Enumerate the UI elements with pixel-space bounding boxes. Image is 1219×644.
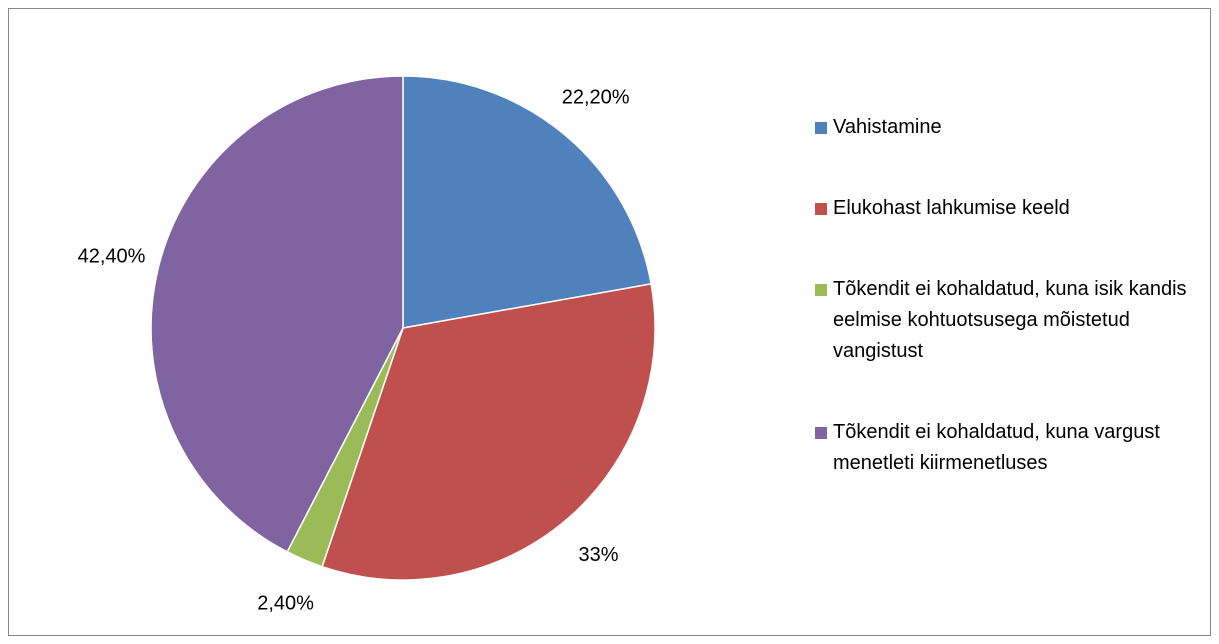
data-label: 33% [579,544,619,566]
legend-label: Tõkendit ei kohaldatud, kuna isik kandis… [833,278,1187,362]
legend: Vahistamine Elukohast lahkumise keeld Tõke… [815,112,1200,529]
pie-slice [402,75,652,329]
pie-slice [150,75,404,553]
legend-label: Vahistamine [833,116,942,138]
data-label: 2,40% [257,592,314,614]
data-label: 22,20% [562,86,630,108]
legend-item: Vahistamine [815,112,1200,143]
legend-label: Elukohast lahkumise keeld [833,197,1070,219]
pie-slice [321,283,656,581]
legend-item: Tõkendit ei kohaldatud, kuna isik kandis… [815,274,1200,367]
legend-swatch [815,122,827,134]
legend-swatch [815,284,827,296]
data-label: 42,40% [78,245,146,267]
legend-item: Tõkendit ei kohaldatud, kuna vargust men… [815,417,1200,479]
legend-item: Elukohast lahkumise keeld [815,193,1200,224]
legend-label: Tõkendit ei kohaldatud, kuna vargust men… [833,421,1160,474]
legend-swatch [815,203,827,215]
legend-swatch [815,427,827,439]
